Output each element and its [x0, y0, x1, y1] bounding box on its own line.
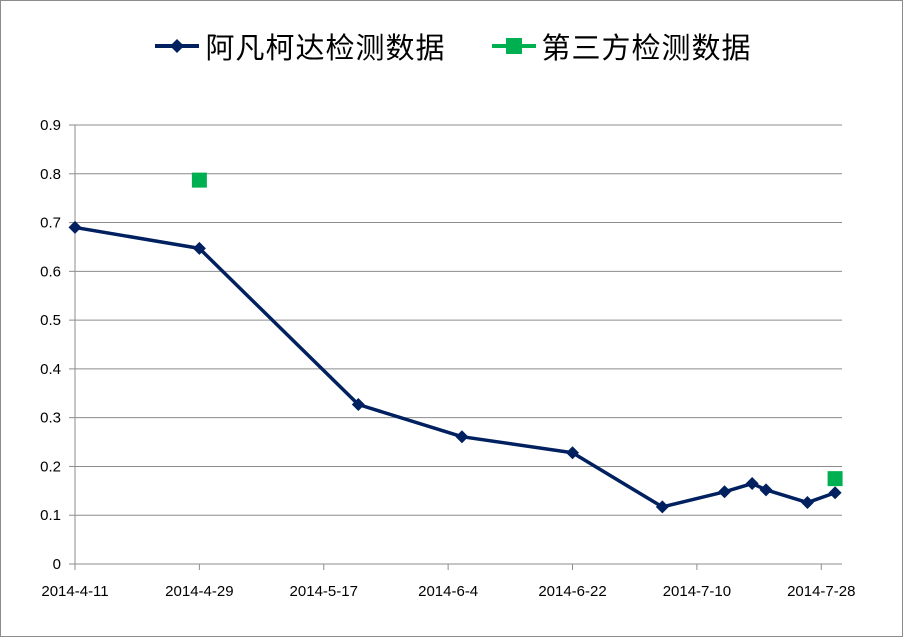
- legend-entry-series-1: 阿凡柯达检测数据: [153, 25, 445, 67]
- series: [68, 172, 843, 514]
- y-tick-label: 0.4: [40, 361, 61, 378]
- data-point-square: [827, 471, 843, 487]
- x-tick-label: 2014-7-10: [663, 583, 731, 600]
- data-point-diamond: [745, 477, 759, 491]
- series-2: [191, 172, 843, 487]
- data-point-square: [191, 172, 207, 188]
- x-tick-label: 2014-4-11: [41, 583, 108, 600]
- legend: 阿凡柯达检测数据 第三方检测数据: [1, 21, 903, 71]
- x-tick-labels: 2014-4-11 2014-4-29 2014-5-17 2014-6-4 2014-…: [41, 583, 855, 600]
- legend-label-series-1: 阿凡柯达检测数据: [205, 31, 446, 65]
- data-point-diamond: [192, 241, 206, 255]
- y-tick-label: 0.6: [40, 263, 61, 280]
- legend-label-series-2: 第三方检测数据: [541, 31, 752, 65]
- series-line: [74, 225, 836, 509]
- y-tick-label: 0.9: [40, 117, 61, 134]
- data-point-diamond: [68, 220, 82, 234]
- y-tick-label: 0.7: [40, 215, 61, 232]
- y-tick-label: 0: [53, 556, 61, 573]
- y-tick-label: 0.2: [40, 458, 61, 475]
- y-tick-label: 0.1: [40, 507, 61, 524]
- y-tick-label: 0.3: [40, 410, 61, 427]
- legend-swatch-series-1: [155, 39, 200, 53]
- data-point-diamond: [800, 496, 814, 510]
- y-tick-label: 0.5: [40, 312, 61, 329]
- x-tick-label: 2014-7-28: [787, 583, 855, 600]
- x-tick-label: 2014-4-29: [165, 583, 233, 600]
- y-tick-label: 0.8: [40, 166, 61, 183]
- series-1: [68, 220, 842, 514]
- legend-entry-series-2: 第三方检测数据: [490, 25, 752, 67]
- y-tick-labels: 0 0.1 0.2 0.3 0.4 0.5 0.6 0.7 0.8 0.9: [40, 117, 61, 573]
- axes: [69, 124, 842, 570]
- data-point-diamond: [351, 397, 365, 411]
- data-point-diamond: [655, 500, 669, 514]
- x-tick-label: 2014-6-4: [418, 583, 478, 600]
- legend-swatch-series-2: [491, 38, 536, 54]
- data-point-diamond: [566, 446, 580, 460]
- x-tick-label: 2014-5-17: [290, 583, 358, 600]
- data-point-diamond: [455, 430, 469, 444]
- x-tick-label: 2014-6-22: [538, 583, 606, 600]
- data-point-diamond: [828, 486, 842, 500]
- gridlines: [75, 124, 842, 516]
- data-point-diamond: [759, 483, 773, 497]
- data-point-diamond: [718, 485, 732, 499]
